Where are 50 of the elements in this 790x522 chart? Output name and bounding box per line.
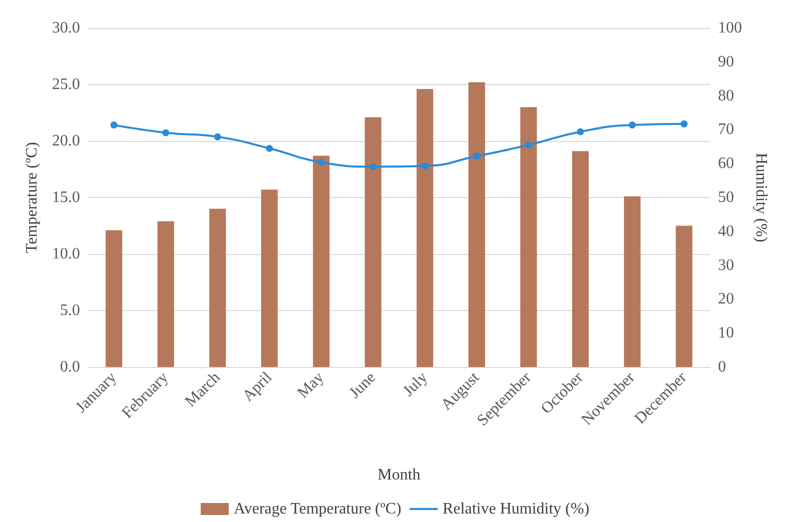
bar bbox=[364, 117, 382, 367]
legend-label: Relative Humidity (%) bbox=[442, 500, 590, 518]
y2-axis-title: Humidity (%) bbox=[752, 152, 770, 242]
point bbox=[162, 129, 170, 136]
bar bbox=[572, 151, 589, 367]
bar bbox=[157, 221, 174, 367]
y2-tick-label: 0 bbox=[718, 358, 726, 376]
point bbox=[266, 144, 273, 152]
y-tick-label: 25.0 bbox=[52, 76, 80, 93]
point bbox=[628, 121, 636, 128]
y2-tick-label: 100 bbox=[718, 20, 742, 36]
x-tick-label: May bbox=[294, 368, 328, 402]
y2-tick-label: 40 bbox=[718, 222, 734, 240]
x-axis-title: Month bbox=[378, 466, 420, 484]
y2-tick-label: 90 bbox=[718, 53, 734, 70]
y-tick-label: 30.0 bbox=[52, 20, 80, 36]
bar bbox=[624, 196, 641, 367]
point bbox=[473, 152, 480, 160]
x-tick-label: July bbox=[400, 368, 431, 400]
point bbox=[110, 121, 118, 128]
y-tick-label: 10.0 bbox=[52, 246, 80, 262]
bar bbox=[520, 107, 537, 367]
y2-tick-label: 70 bbox=[718, 121, 734, 138]
bar bbox=[312, 156, 330, 367]
bar bbox=[676, 226, 692, 367]
y-tick-label: 5.0 bbox=[60, 302, 80, 319]
point bbox=[680, 120, 688, 128]
y-tick-label: 15.0 bbox=[52, 189, 80, 206]
y2-tick-label: 60 bbox=[718, 155, 734, 172]
y2-tick-label: 80 bbox=[718, 87, 734, 104]
bar bbox=[416, 89, 434, 367]
bar bbox=[468, 82, 486, 367]
y-tick-label: 0.0 bbox=[60, 358, 80, 376]
point bbox=[525, 141, 532, 148]
point bbox=[214, 133, 222, 140]
bar bbox=[106, 230, 122, 367]
point bbox=[421, 162, 428, 170]
y2-tick-label: 50 bbox=[718, 189, 734, 206]
y2-tick-label: 20 bbox=[718, 290, 734, 308]
y2-tick-label: 10 bbox=[718, 324, 734, 342]
y-tick-label: 20.0 bbox=[52, 132, 80, 150]
y2-tick-label: 30 bbox=[718, 256, 734, 274]
point bbox=[370, 163, 377, 170]
point bbox=[318, 158, 325, 166]
y-axis-title: Temperature (ºC) bbox=[24, 142, 40, 253]
bar bbox=[261, 190, 278, 367]
legend-label: Average Temperature (ºC) bbox=[234, 500, 402, 518]
point bbox=[576, 128, 584, 136]
x-tick-label: June bbox=[346, 368, 380, 402]
bar bbox=[209, 208, 226, 367]
